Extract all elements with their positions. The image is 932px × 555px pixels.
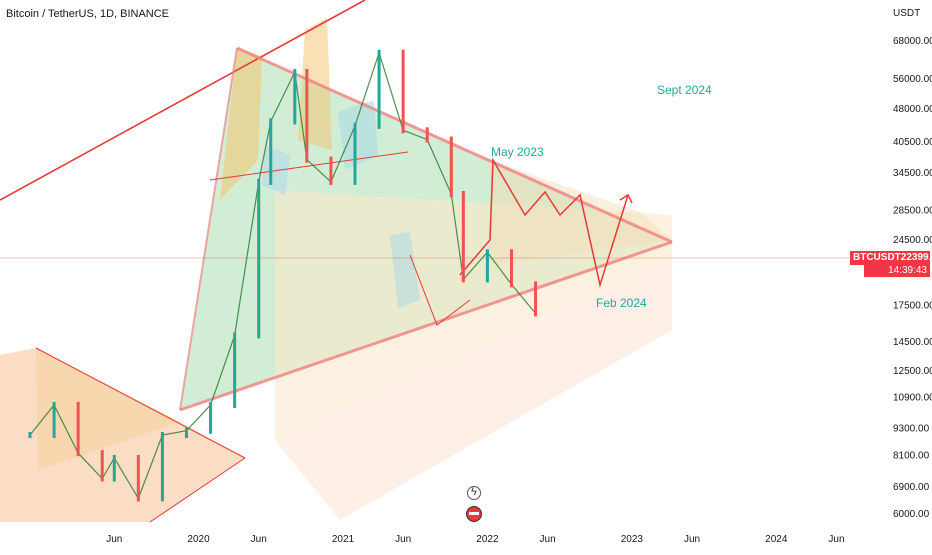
annotation-feb-2024: Feb 2024 [596, 296, 647, 310]
chart-title: Bitcoin / TetherUS, 1D, BINANCE [6, 8, 170, 20]
price-tick-label: 6000.00 [893, 509, 930, 520]
resistance-line [236, 46, 673, 244]
forecast-path [459, 157, 629, 288]
time-tick-label: 2024 [765, 534, 788, 545]
price-tick-label: 6900.00 [893, 482, 930, 493]
time-tick-label: 2021 [332, 534, 355, 545]
price-tick-label: 34500.00 [893, 168, 932, 179]
time-tick-label: 2020 [187, 534, 210, 545]
time-tick-label: 2022 [476, 534, 499, 545]
time-tick-label: Jun [828, 534, 844, 545]
triangle-2019-top [35, 347, 246, 459]
annotation-sept-2024: Sept 2024 [657, 83, 712, 97]
breakdown-line [209, 151, 409, 181]
price-tick-label: 48000.00 [893, 104, 932, 115]
forecast-zone [488, 160, 672, 265]
time-tick-label: Jun [251, 534, 267, 545]
price-tick-label: 68000.00 [893, 36, 932, 47]
price-tick-label: 10900.00 [893, 393, 932, 404]
flash-icon[interactable] [467, 486, 481, 500]
flag-icon[interactable] [466, 506, 482, 522]
price-tick-label: 40500.00 [893, 137, 932, 148]
forecast-arrow [619, 193, 633, 204]
time-tick-label: Jun [540, 534, 556, 545]
rise-line [179, 47, 238, 411]
time-tick-label: Jun [106, 534, 122, 545]
time-tick-label: Jun [684, 534, 700, 545]
peak-fill-1 [220, 48, 262, 200]
price-axis-unit: USDT [893, 8, 920, 19]
annotation-may-2023: May 2023 [491, 145, 544, 159]
bar-countdown: 14:39:43 [864, 265, 930, 277]
price-tick-label: 9300.00 [893, 424, 930, 435]
time-tick-label: 2023 [621, 534, 644, 545]
price-tick-label: 56000.00 [893, 74, 932, 85]
symbol-price-badge: BTCUSDT 22399.72 [850, 251, 932, 265]
price-tick-label: 28500.00 [893, 205, 932, 216]
triangle-2019 [0, 348, 245, 522]
last-price: 22399.72 [900, 252, 932, 263]
flag-pattern-2 [262, 145, 290, 195]
wedge-path [409, 254, 471, 326]
price-tick-label: 17500.00 [893, 300, 932, 311]
triangle-2019-bottom [149, 457, 246, 523]
flag-pattern-3 [390, 232, 420, 308]
flag-pattern [338, 100, 378, 170]
support-line [179, 240, 673, 412]
long-trendline [0, 0, 366, 201]
price-series-line [29, 50, 537, 500]
projection-channel [275, 258, 672, 520]
price-tick-label: 12500.00 [893, 366, 932, 377]
price-tick-label: 14500.00 [893, 337, 932, 348]
symbol-label: BTCUSDT [853, 252, 901, 263]
price-tick-label: 8100.00 [893, 451, 930, 462]
time-tick-label: Jun [395, 534, 411, 545]
projection-box [275, 190, 672, 440]
price-tick-label: 24500.00 [893, 235, 932, 246]
